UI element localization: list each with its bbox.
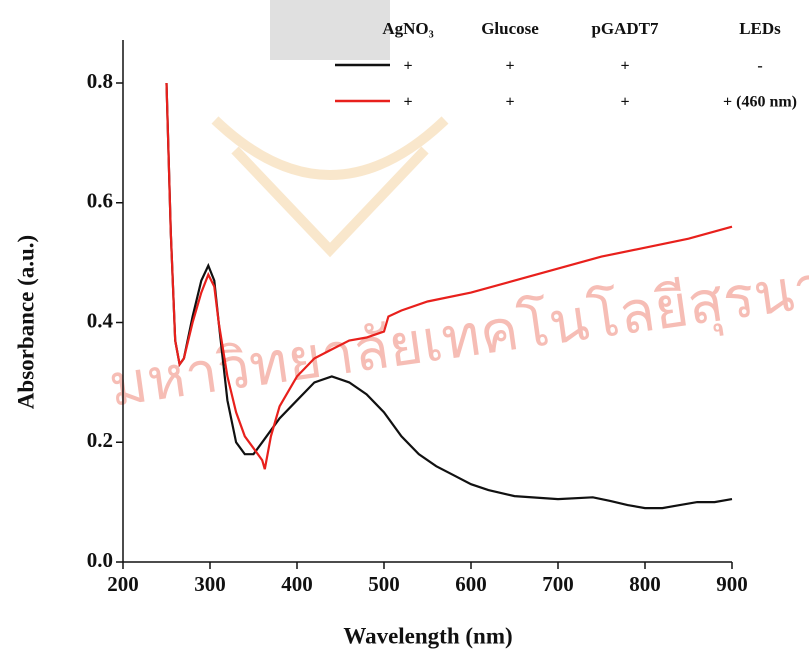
- series-line: [165, 82, 733, 510]
- legend-cell: +: [620, 58, 629, 75]
- y-tick-label: 0.2: [87, 428, 113, 452]
- legend-cell: +: [505, 94, 514, 111]
- x-tick-label: 300: [194, 572, 226, 596]
- legend-cell: +: [620, 94, 629, 111]
- x-tick-label: 400: [281, 572, 313, 596]
- x-tick-label: 600: [455, 572, 487, 596]
- legend-cell: + (460 nm): [723, 94, 797, 111]
- legend-header: pGADT7: [591, 19, 659, 38]
- y-tick-label: 0.4: [87, 308, 114, 332]
- legend-header: LEDs: [739, 19, 781, 38]
- legend-cell: -: [757, 58, 762, 75]
- x-tick-label: 900: [716, 572, 748, 596]
- x-tick-label: 800: [629, 572, 661, 596]
- series-line: [165, 82, 733, 470]
- legend-cell: +: [403, 58, 412, 75]
- legend-cell: +: [403, 94, 412, 111]
- y-axis-label: Absorbance (a.u.): [13, 235, 38, 409]
- x-axis-label: Wavelength (nm): [343, 623, 512, 648]
- y-tick-label: 0.8: [87, 69, 113, 93]
- watermark-logo: [211, 0, 449, 258]
- legend-header: Glucose: [481, 19, 539, 38]
- y-tick-label: 0.6: [87, 189, 113, 213]
- x-tick-label: 200: [107, 572, 139, 596]
- x-tick-label: 500: [368, 572, 400, 596]
- y-tick-label: 0.0: [87, 548, 113, 572]
- legend-header: AgNO₃: [382, 19, 433, 38]
- legend-cell: +: [505, 58, 514, 75]
- x-tick-label: 700: [542, 572, 574, 596]
